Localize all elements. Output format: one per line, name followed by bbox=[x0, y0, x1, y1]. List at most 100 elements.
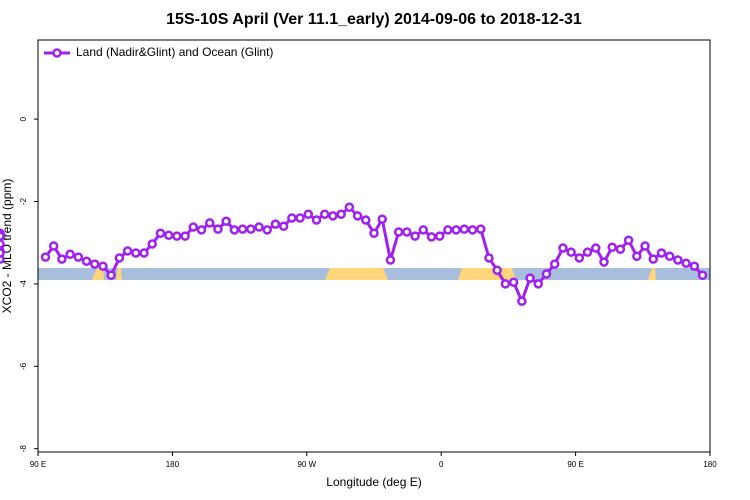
data-point bbox=[262, 225, 272, 235]
land-strip bbox=[116, 268, 122, 280]
data-point bbox=[615, 244, 626, 255]
data-point bbox=[697, 270, 708, 281]
plot-frame bbox=[37, 39, 711, 453]
data-point bbox=[188, 222, 199, 232]
data-point bbox=[410, 231, 420, 241]
data-point bbox=[673, 255, 683, 265]
x-tick-label: 90 W bbox=[297, 460, 316, 469]
data-point bbox=[664, 251, 675, 262]
x-tick-label: 0 bbox=[439, 460, 444, 469]
data-point bbox=[582, 247, 593, 257]
data-point bbox=[656, 248, 667, 258]
data-point bbox=[89, 259, 100, 269]
data-point bbox=[295, 213, 305, 223]
data-point bbox=[549, 259, 560, 269]
land-strip bbox=[325, 268, 388, 280]
x-tick-label: 90 E bbox=[30, 460, 46, 469]
data-point bbox=[361, 215, 371, 225]
data-point bbox=[246, 224, 256, 234]
data-point bbox=[81, 256, 92, 266]
data-point bbox=[196, 225, 207, 235]
data-point bbox=[131, 248, 141, 258]
data-point bbox=[648, 254, 659, 264]
data-point bbox=[40, 252, 51, 262]
data-point bbox=[385, 255, 396, 265]
data-point bbox=[418, 225, 429, 235]
data-point bbox=[591, 243, 601, 253]
data-point bbox=[147, 239, 157, 249]
data-point bbox=[0, 248, 5, 258]
data-point bbox=[517, 296, 527, 306]
data-point bbox=[492, 265, 502, 276]
data-point bbox=[566, 247, 576, 257]
data-point bbox=[287, 213, 297, 223]
data-point bbox=[73, 252, 84, 262]
data-point bbox=[65, 249, 75, 259]
data-point bbox=[533, 279, 544, 289]
data-point bbox=[328, 211, 338, 221]
data-point bbox=[681, 258, 691, 269]
data-point bbox=[500, 279, 511, 289]
data-point bbox=[508, 277, 519, 288]
land-strip bbox=[92, 268, 104, 280]
data-point bbox=[369, 228, 379, 238]
data-point bbox=[525, 273, 535, 283]
land-strip bbox=[648, 268, 656, 280]
x-axis-label: Longitude (deg E) bbox=[326, 475, 421, 489]
data-point bbox=[451, 225, 461, 235]
y-tick-label: -2 bbox=[19, 197, 28, 205]
data-point bbox=[163, 230, 174, 241]
y-tick-label: -6 bbox=[19, 362, 28, 370]
data-point bbox=[278, 221, 289, 231]
data-point bbox=[476, 224, 486, 234]
data-point bbox=[139, 248, 149, 258]
data-point bbox=[467, 225, 478, 235]
data-point bbox=[336, 209, 346, 220]
data-point bbox=[402, 227, 412, 237]
data-point bbox=[434, 231, 445, 241]
data-point bbox=[122, 246, 133, 256]
data-point bbox=[204, 218, 215, 228]
y-tick-label: -4 bbox=[19, 280, 28, 288]
data-point bbox=[155, 228, 166, 238]
data-point bbox=[213, 224, 223, 234]
data-point bbox=[344, 202, 355, 213]
data-point bbox=[311, 215, 322, 225]
data-point bbox=[484, 253, 494, 263]
data-point bbox=[270, 219, 281, 229]
data-point bbox=[459, 224, 470, 234]
data-point bbox=[172, 231, 182, 241]
y-tick-label: 0 bbox=[19, 116, 28, 121]
data-point bbox=[106, 270, 116, 281]
data-point bbox=[229, 225, 240, 235]
data-point bbox=[237, 224, 248, 234]
data-point bbox=[541, 269, 552, 279]
data-point bbox=[393, 227, 404, 237]
data-point bbox=[114, 253, 125, 263]
chart-title: 15S-10S April (Ver 11.1_early) 2014-09-0… bbox=[166, 11, 582, 28]
data-point bbox=[319, 209, 330, 220]
data-point bbox=[0, 231, 5, 241]
data-point bbox=[303, 209, 314, 220]
x-tick-label: 180 bbox=[703, 460, 717, 469]
y-axis-label: XCO2 - MLO trend (ppm) bbox=[0, 179, 14, 314]
data-point bbox=[57, 254, 67, 264]
data-point bbox=[426, 232, 437, 242]
land-strip bbox=[458, 268, 516, 280]
data-point bbox=[221, 216, 231, 227]
y-tick-label: -8 bbox=[19, 445, 28, 453]
data-point bbox=[254, 222, 264, 232]
data-point bbox=[558, 243, 568, 253]
legend-marker bbox=[52, 48, 62, 58]
data-point bbox=[640, 241, 650, 251]
data-point bbox=[574, 253, 585, 263]
data-point bbox=[48, 241, 59, 251]
data-point bbox=[607, 242, 617, 252]
data-point bbox=[623, 235, 634, 245]
data-point bbox=[0, 239, 5, 249]
data-point bbox=[443, 225, 453, 235]
data-point bbox=[599, 257, 609, 267]
data-point bbox=[377, 214, 387, 224]
